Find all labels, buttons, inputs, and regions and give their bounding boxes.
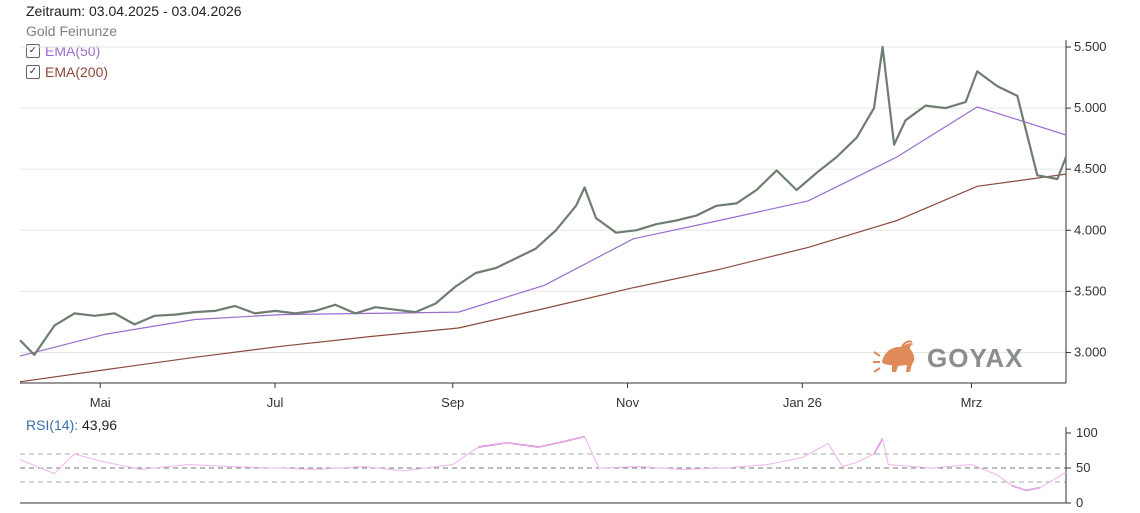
x-tick-label: Jul (267, 395, 284, 410)
x-tick-label: Mai (90, 395, 111, 410)
x-tick-label: Nov (616, 395, 640, 410)
ema50-line (19, 106, 1067, 357)
legend-ema200-label: EMA(200) (45, 64, 109, 80)
y-tick-label: 4.500 (1074, 161, 1107, 176)
rsi-line (19, 435, 1067, 491)
rsi-tick-label: 0 (1076, 495, 1083, 510)
y-tick-label: 3.500 (1074, 283, 1107, 298)
rsi-current-value: 43,96 (82, 417, 118, 433)
price-line (19, 45, 1068, 356)
y-tick-label: 5.000 (1074, 100, 1107, 115)
y-tick-label: 5.500 (1074, 39, 1107, 54)
rsi-title: RSI(14) (26, 417, 75, 433)
instrument-name: Gold Feinunze (26, 23, 118, 39)
x-tick-label: Mrz (961, 395, 983, 410)
rsi-tick-label: 50 (1076, 460, 1090, 475)
x-tick-label: Sep (441, 395, 464, 410)
x-tick-label: Jan 26 (783, 395, 822, 410)
ema200-checkbox[interactable]: ✓ (26, 65, 40, 79)
goyax-logo: GOYAX (873, 340, 1024, 373)
ema200-line (19, 173, 1067, 383)
rsi-label: RSI(14): 43,96 (26, 417, 118, 433)
logo-text: GOYAX (927, 343, 1024, 373)
period-label: Zeitraum: 03.04.2025 - 03.04.2026 (26, 3, 242, 19)
y-tick-label: 4.000 (1074, 222, 1107, 237)
legend-ema200-toggle[interactable]: ✓ EMA(200) (26, 64, 108, 80)
rsi-tick-label: 100 (1076, 425, 1098, 440)
y-tick-label: 3.000 (1074, 344, 1107, 359)
bull-icon (873, 340, 915, 373)
